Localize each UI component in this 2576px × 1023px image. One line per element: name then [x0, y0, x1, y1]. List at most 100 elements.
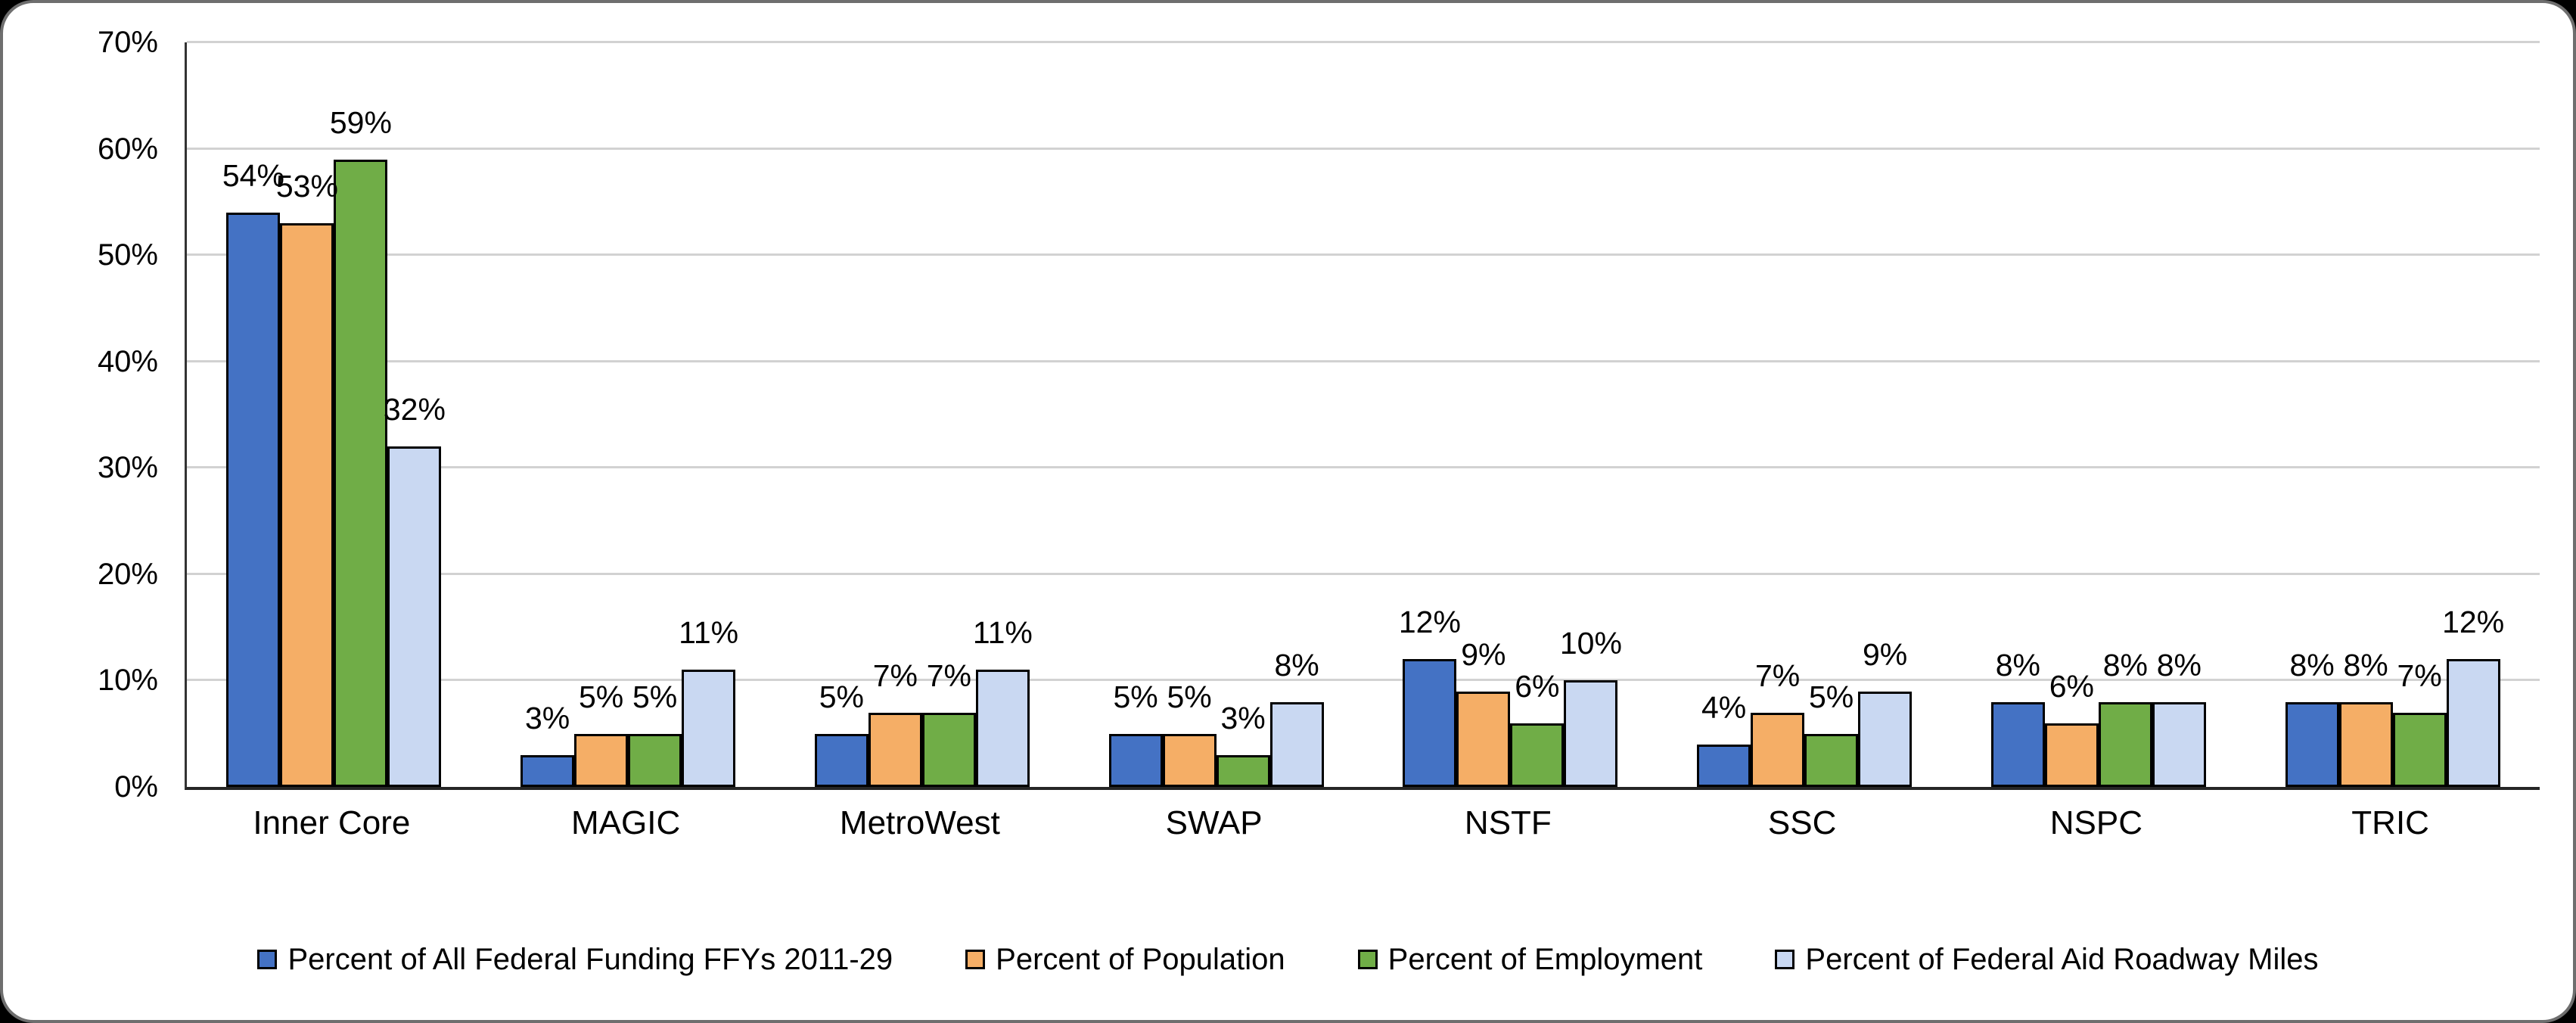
- bar: [1403, 659, 1457, 787]
- bar: [1510, 723, 1565, 787]
- bar-value-label: 8%: [2156, 647, 2202, 683]
- bar: [1697, 744, 1751, 787]
- bar: [1564, 680, 1618, 787]
- bar-slot: 6%: [2044, 42, 2099, 787]
- bar: [2338, 701, 2393, 787]
- bar-slot: 8%: [1990, 42, 2045, 787]
- bar-value-label: 5%: [1808, 679, 1854, 714]
- bar: [226, 212, 281, 787]
- x-axis: Inner Core MAGIC MetroWest SWAP NSTF SSC NSPC T…: [185, 807, 2537, 852]
- bar-slot: 59%: [330, 42, 392, 787]
- bar-slot: 6%: [1510, 42, 1565, 787]
- bar-value-label: 8%: [1995, 647, 2041, 683]
- bar-value-label: 3%: [1220, 700, 1266, 735]
- bar-value-label: 12%: [1398, 605, 1461, 640]
- bar-group-ssc: 4% 7% 5% 9%: [1697, 42, 1913, 787]
- bar: [682, 670, 736, 787]
- x-axis-label: MetroWest: [839, 804, 1000, 841]
- bar-slot: 4%: [1697, 42, 1751, 787]
- bar-value-label: 53%: [275, 168, 338, 204]
- bar-slot: 8%: [2152, 42, 2206, 787]
- legend: Percent of All Federal Funding FFYs 2011…: [3, 944, 2573, 975]
- x-axis-label: SSC: [1767, 804, 1837, 841]
- bar-slot: 10%: [1560, 42, 1622, 787]
- bar-value-label: 7%: [872, 658, 918, 693]
- bar-value-label: 9%: [1862, 636, 1908, 672]
- bar: [1990, 701, 2045, 787]
- bar: [1269, 701, 1324, 787]
- bar-group-metrowest: 5% 7% 7% 11%: [814, 42, 1033, 787]
- bar-value-label: 5%: [578, 679, 624, 714]
- bar-value-label: 6%: [2049, 668, 2095, 704]
- gridline: [187, 679, 2540, 682]
- gridline: [187, 572, 2540, 575]
- legend-item: Percent of Population: [965, 944, 1285, 975]
- x-axis-label: MAGIC: [571, 804, 681, 841]
- legend-item: Percent of Employment: [1357, 944, 1702, 975]
- bar-slot: 9%: [1456, 42, 1511, 787]
- bar-slot: 54%: [222, 42, 284, 787]
- bar-slot: 11%: [973, 42, 1033, 787]
- bar-slot: 5%: [628, 42, 682, 787]
- bar: [814, 733, 869, 787]
- gridline: [187, 466, 2540, 469]
- bar-slot: 12%: [1399, 42, 1461, 787]
- bar-group-nspc: 8% 6% 8% 8%: [1990, 42, 2206, 787]
- x-axis-label: TRIC: [2351, 804, 2429, 841]
- bar-slot: 11%: [679, 42, 739, 787]
- bar: [1858, 691, 1913, 787]
- plot-area: 54% 53% 59% 32% 3% 5% 5% 11% 5% 7% 7% 11% 5% 5% 3% 8% 12…: [185, 41, 2540, 790]
- bar-value-label: 9%: [1461, 636, 1506, 672]
- bar-value-label: 11%: [679, 615, 739, 651]
- gridline: [187, 41, 2540, 43]
- x-axis-label: NSPC: [2049, 804, 2143, 841]
- bar-value-label: 7%: [926, 658, 972, 693]
- bar: [387, 446, 442, 787]
- bar: [1456, 691, 1511, 787]
- bar-slot: 5%: [1108, 42, 1163, 787]
- bar: [520, 754, 575, 787]
- bar-value-label: 59%: [329, 104, 392, 140]
- bar: [1804, 733, 1859, 787]
- bar-slot: 3%: [520, 42, 575, 787]
- bar-value-label: 8%: [2343, 647, 2388, 683]
- bar: [280, 222, 334, 787]
- legend-swatch-icon: [257, 950, 278, 969]
- legend-label: Percent of Federal Aid Roadway Miles: [1805, 943, 2319, 976]
- bar-slot: 8%: [1269, 42, 1324, 787]
- bar: [1108, 733, 1163, 787]
- y-axis-label: 30%: [97, 451, 158, 485]
- bar-slot: 9%: [1858, 42, 1913, 787]
- bar-slot: 5%: [814, 42, 869, 787]
- bar: [1751, 712, 1805, 787]
- bar: [2285, 701, 2339, 787]
- legend-item: Percent of Federal Aid Roadway Miles: [1775, 943, 2319, 976]
- legend-swatch-icon: [1357, 950, 1378, 969]
- bar: [975, 670, 1030, 787]
- bar: [574, 733, 629, 787]
- y-axis-label: 0%: [114, 770, 158, 804]
- bar: [1216, 754, 1270, 787]
- bar: [1162, 733, 1217, 787]
- bar: [2392, 712, 2447, 787]
- y-axis-label: 50%: [97, 238, 158, 272]
- legend-swatch-icon: [965, 950, 986, 969]
- y-axis-label: 10%: [97, 664, 158, 698]
- bar-slot: 5%: [1162, 42, 1217, 787]
- bar-group-nstf: 12% 9% 6% 10%: [1399, 42, 1622, 787]
- legend-item: Percent of All Federal Funding FFYs 2011…: [257, 944, 893, 975]
- legend-label: Percent of Population: [996, 943, 1285, 976]
- bar-slot: 12%: [2442, 42, 2504, 787]
- bar-slot: 5%: [574, 42, 629, 787]
- bar: [2098, 701, 2152, 787]
- bar: [921, 712, 976, 787]
- bar: [868, 712, 922, 787]
- bar-value-label: 5%: [632, 679, 678, 714]
- gridline: [187, 253, 2540, 257]
- bar-value-label: 4%: [1701, 689, 1747, 725]
- bar-value-label: 8%: [2289, 647, 2335, 683]
- bar: [2152, 701, 2206, 787]
- bar-slot: 7%: [2392, 42, 2447, 787]
- bar-value-label: 5%: [1113, 679, 1158, 714]
